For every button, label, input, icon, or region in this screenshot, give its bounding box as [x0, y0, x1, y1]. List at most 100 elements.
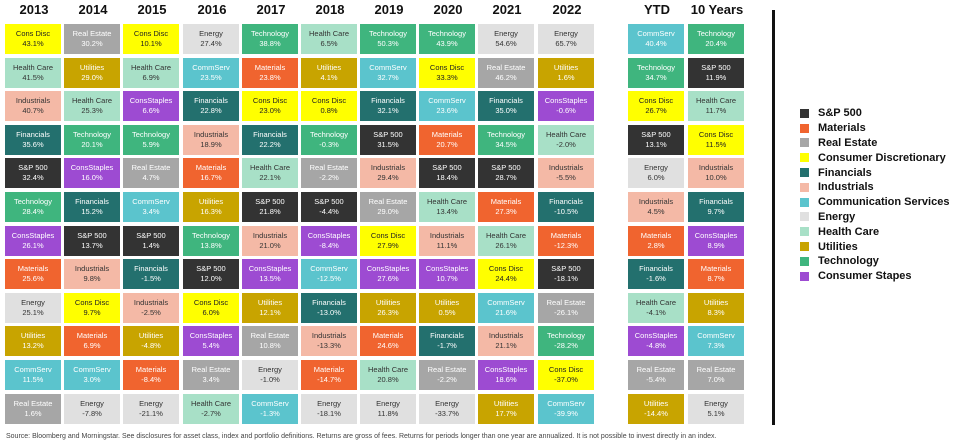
- return-value: 25.3%: [81, 106, 103, 116]
- sector-name: ConsStaples: [189, 331, 233, 341]
- return-value: 20.8%: [377, 375, 399, 384]
- sector-name: ConsStaples: [694, 230, 738, 240]
- sector-name: S&P 500: [136, 230, 166, 240]
- quilt-cell: Utilities 12.1%: [242, 292, 298, 323]
- sector-name: Industrials: [698, 163, 734, 173]
- quilt-cell: Utilities 17.7%: [478, 393, 534, 424]
- quilt-cell: Real Estate -26.1%: [538, 292, 594, 323]
- return-value: -7.8%: [82, 408, 102, 418]
- quilt-cell: Technology 5.9%: [123, 124, 179, 155]
- return-value: 16.0%: [81, 173, 103, 183]
- sector-name: Energy: [139, 398, 163, 408]
- return-value: 26.1%: [495, 240, 517, 250]
- return-value: 13.8%: [200, 240, 222, 250]
- sector-name: CommServ: [310, 264, 348, 274]
- quilt-cell: ConsStaples 5.4%: [183, 326, 239, 357]
- sector-name: S&P 500: [701, 62, 731, 72]
- return-value: -1.5%: [141, 274, 161, 284]
- return-value: -8.4%: [319, 240, 339, 250]
- legend-item: Energy: [800, 210, 949, 225]
- return-value: -1.0%: [260, 375, 280, 384]
- quilt-cell: Cons Disc 6.0%: [183, 292, 239, 323]
- return-value: 15.2%: [81, 207, 103, 216]
- quilt-cell: Financials -10.5%: [538, 192, 594, 222]
- sector-name: Energy: [644, 163, 668, 173]
- quilt-cell: Utilities 4.1%: [301, 57, 357, 88]
- return-value: -26.1%: [554, 307, 578, 317]
- return-value: 9.8%: [83, 274, 101, 284]
- quilt-cell: Financials -1.7%: [419, 326, 475, 357]
- return-value: 12.1%: [259, 307, 281, 317]
- sector-name: Utilities: [375, 297, 401, 307]
- sector-name: Financials: [549, 197, 583, 206]
- quilt-cell: Financials -1.5%: [123, 259, 179, 290]
- quilt-cell: Utilities 0.5%: [419, 292, 475, 323]
- legend-item: Materials: [800, 121, 949, 136]
- return-value: -5.4%: [646, 375, 666, 384]
- return-value: 23.0%: [259, 106, 281, 116]
- sector-name: Energy: [21, 297, 45, 307]
- quilt-cell: Materials 25.6%: [5, 259, 61, 290]
- sector-name: Cons Disc: [15, 29, 51, 38]
- sector-name: Technology: [310, 129, 348, 139]
- quilt-cell: Industrials 21.1%: [478, 326, 534, 357]
- return-value: -2.2%: [437, 375, 457, 384]
- return-value: -4.4%: [319, 207, 339, 216]
- return-value: -39.9%: [554, 408, 578, 418]
- return-value: 20.1%: [81, 139, 103, 149]
- quilt-cell: Technology 20.1%: [64, 124, 120, 155]
- quilt-cell: Financials -13.0%: [301, 292, 357, 323]
- quilt-cell: S&P 500 12.0%: [183, 259, 239, 290]
- sector-name: CommServ: [73, 365, 111, 374]
- return-value: 27.9%: [377, 240, 399, 250]
- quilt-cell: Real Estate -2.2%: [301, 158, 357, 189]
- quilt-cell: Technology 20.4%: [688, 24, 744, 54]
- quilt-cell: Financials 22.2%: [242, 124, 298, 155]
- quilt-cell: S&P 500 -4.4%: [301, 192, 357, 222]
- return-value: 13.1%: [645, 139, 667, 149]
- quilt-cell: Materials 27.3%: [478, 192, 534, 222]
- return-value: 32.4%: [22, 173, 44, 183]
- legend-swatch: [800, 153, 809, 163]
- quilt-cell: ConsStaples 27.6%: [360, 259, 416, 290]
- sector-name: Industrials: [193, 129, 229, 139]
- sector-name: Materials: [700, 264, 732, 274]
- quilt-cell: Materials 24.6%: [360, 326, 416, 357]
- sector-name: Utilities: [316, 62, 342, 72]
- return-value: -0.3%: [319, 139, 339, 149]
- quilt-cell: Industrials 10.0%: [688, 158, 744, 189]
- quilt-cell: Materials -8.4%: [123, 360, 179, 390]
- quilt-cell: Real Estate -5.4%: [628, 360, 684, 390]
- legend-item: Real Estate: [800, 136, 949, 151]
- sector-name: Industrials: [488, 331, 524, 341]
- legend-item: Health Care: [800, 224, 949, 239]
- sector-name: Industrials: [74, 264, 110, 274]
- sector-name: Health Care: [545, 129, 587, 139]
- quilt-cell: Materials 16.7%: [183, 158, 239, 189]
- sector-name: S&P 500: [551, 264, 581, 274]
- sector-name: Industrials: [370, 163, 406, 173]
- return-value: 10.8%: [259, 341, 281, 351]
- sector-name: CommServ: [428, 96, 466, 106]
- sector-name: Technology: [73, 129, 111, 139]
- return-value: 40.4%: [645, 39, 667, 48]
- return-value: 6.5%: [320, 39, 338, 48]
- quilt-cell: CommServ 7.3%: [688, 326, 744, 357]
- quilt-cell: Materials 20.7%: [419, 124, 475, 155]
- quilt-cell: Energy 65.7%: [538, 24, 594, 54]
- column-header: 2021: [492, 2, 522, 17]
- quilt-cell: Materials 23.8%: [242, 57, 298, 88]
- quilt-cell: Cons Disc -37.0%: [538, 360, 594, 390]
- quilt-cell: Health Care 11.7%: [688, 91, 744, 122]
- sector-name: Energy: [435, 398, 459, 408]
- return-value: 34.7%: [645, 72, 667, 82]
- quilt-cell: Health Care 25.3%: [64, 91, 120, 122]
- quilt-cell: Technology 50.3%: [360, 24, 416, 54]
- sector-name: Materials: [135, 365, 167, 374]
- return-value: 26.3%: [377, 307, 399, 317]
- quilt-cell: S&P 500 -18.1%: [538, 259, 594, 290]
- sector-name: Materials: [254, 62, 286, 72]
- return-value: 5.9%: [142, 139, 160, 149]
- quilt-cell: Health Care 22.1%: [242, 158, 298, 189]
- legend: S&P 500 Materials Real Estate Consumer Disc…: [800, 106, 949, 284]
